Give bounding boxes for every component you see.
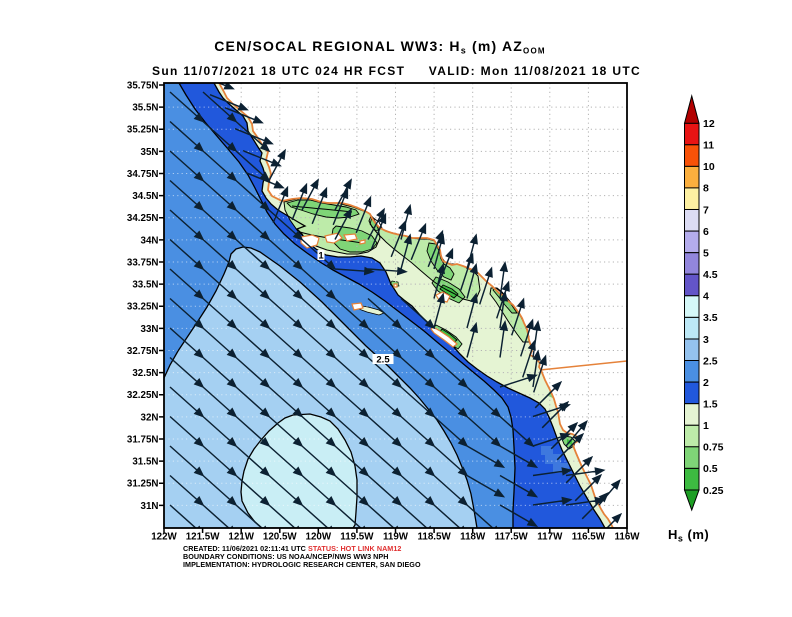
svg-text:31.25N: 31.25N [127,479,159,490]
svg-text:5: 5 [703,248,709,260]
svg-text:119W: 119W [383,532,409,543]
svg-text:32N: 32N [141,412,159,423]
svg-text:32.75N: 32.75N [127,346,159,357]
svg-text:6: 6 [703,226,709,238]
svg-text:33.25N: 33.25N [127,302,159,313]
svg-text:35N: 35N [141,147,159,158]
svg-text:118.5W: 118.5W [417,532,451,543]
svg-text:32.5N: 32.5N [132,368,158,379]
svg-text:1: 1 [703,420,709,432]
svg-text:120W: 120W [306,532,332,543]
svg-text:4: 4 [703,291,709,303]
svg-text:117W: 117W [537,532,563,543]
svg-text:32.25N: 32.25N [127,390,159,401]
svg-text:121.5W: 121.5W [186,532,221,543]
svg-text:1: 1 [318,251,324,262]
svg-text:35.75N: 35.75N [127,80,159,91]
svg-text:34.25N: 34.25N [127,213,159,224]
svg-text:33N: 33N [141,324,159,335]
svg-text:Hs (m): Hs (m) [668,527,709,544]
svg-text:4.5: 4.5 [703,269,718,281]
svg-text:3.5: 3.5 [703,312,718,324]
svg-text:34.75N: 34.75N [127,169,159,180]
svg-text:34.5N: 34.5N [132,191,158,202]
svg-text:35.5N: 35.5N [132,103,158,114]
svg-text:122W: 122W [151,532,177,543]
svg-text:7: 7 [703,204,709,216]
svg-text:CEN/SOCAL REGIONAL WW3: Hs (m): CEN/SOCAL REGIONAL WW3: Hs (m) AZOOM [214,38,546,56]
svg-text:34N: 34N [141,235,159,246]
svg-text:0.75: 0.75 [703,442,724,454]
svg-text:33.5N: 33.5N [132,280,158,291]
svg-text:2: 2 [703,377,709,389]
svg-text:31.75N: 31.75N [127,434,159,445]
svg-text:12: 12 [703,118,715,130]
svg-text:121W: 121W [228,532,254,543]
svg-text:119.5W: 119.5W [340,532,374,543]
svg-text:35.25N: 35.25N [127,125,159,136]
svg-text:118W: 118W [460,532,486,543]
svg-text:8: 8 [703,183,709,195]
svg-text:2.5: 2.5 [703,355,718,367]
svg-text:116W: 116W [614,532,640,543]
svg-text:CREATED: 11/06/2021 02:11:41 U: CREATED: 11/06/2021 02:11:41 UTC STATUS:… [183,544,401,553]
svg-text:2.5: 2.5 [376,355,390,366]
svg-text:Sun 11/07/2021 18 UTC 024 HR F: Sun 11/07/2021 18 UTC 024 HR FCST VALID:… [152,64,641,78]
svg-text:10: 10 [703,161,715,173]
svg-text:BOUNDARY CONDITIONS: US NOAA/N: BOUNDARY CONDITIONS: US NOAA/NCEP/NWS WW… [183,552,389,561]
svg-text:3: 3 [703,334,709,346]
svg-text:33.75N: 33.75N [127,257,159,268]
svg-text:1.5: 1.5 [703,399,718,411]
svg-text:IMPLEMENTATION: HYDROLOGIC RES: IMPLEMENTATION: HYDROLOGIC RESEARCH CENT… [183,560,421,569]
svg-text:11: 11 [703,140,714,152]
svg-text:0.25: 0.25 [703,485,724,497]
svg-text:116.5W: 116.5W [572,532,606,543]
svg-text:0.5: 0.5 [703,463,718,475]
svg-text:120.5W: 120.5W [263,532,298,543]
svg-text:117.5W: 117.5W [495,532,529,543]
svg-text:31.5N: 31.5N [132,457,158,468]
svg-text:31N: 31N [141,501,159,512]
